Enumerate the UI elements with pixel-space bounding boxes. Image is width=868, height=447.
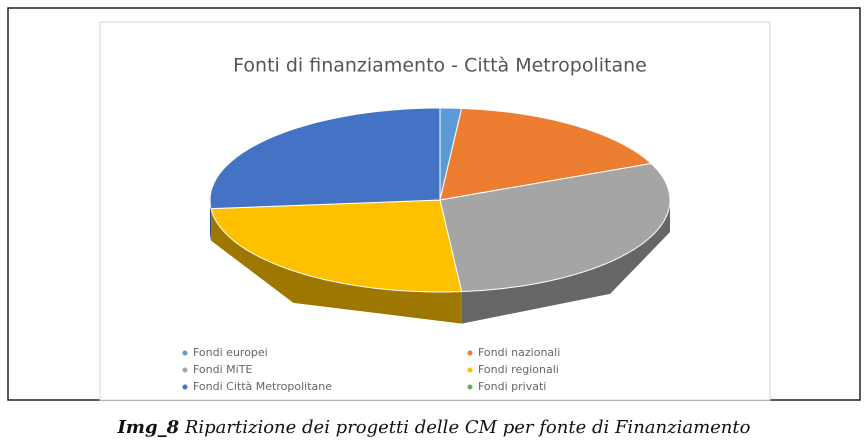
legend-marker (467, 384, 473, 390)
caption: Img_8 Ripartizione dei progetti delle CM… (117, 417, 751, 438)
slice (209, 107, 441, 210)
chart-title: Fonti di finanziamento - Città Metropoli… (233, 55, 647, 77)
legend-label: Fondi nazionali (478, 346, 560, 359)
caption-label: Img_8 (117, 417, 180, 438)
slice-side (461, 200, 670, 324)
legend-marker (182, 384, 188, 390)
slice (210, 199, 463, 293)
legend-label: Fondi MiTE (193, 363, 252, 376)
slice (439, 107, 653, 201)
legend-marker (182, 350, 188, 356)
legend-marker (467, 367, 473, 373)
legend-label: Fondi Città Metropolitane (193, 380, 332, 393)
legend: Fondi europei Fondi nazionali Fondi MiTE Fo… (182, 346, 560, 393)
pie (209, 107, 671, 324)
slice-side (210, 200, 212, 241)
legend-label: Fondi regionali (478, 363, 559, 376)
caption-text: Ripartizione dei progetti delle CM per f… (179, 417, 751, 438)
slice (439, 162, 671, 293)
legend-marker (182, 367, 188, 373)
legend-label: Fondi privati (478, 380, 546, 393)
legend-marker (467, 350, 473, 356)
legend-label: Fondi europei (193, 346, 268, 359)
slice-side (211, 208, 462, 324)
